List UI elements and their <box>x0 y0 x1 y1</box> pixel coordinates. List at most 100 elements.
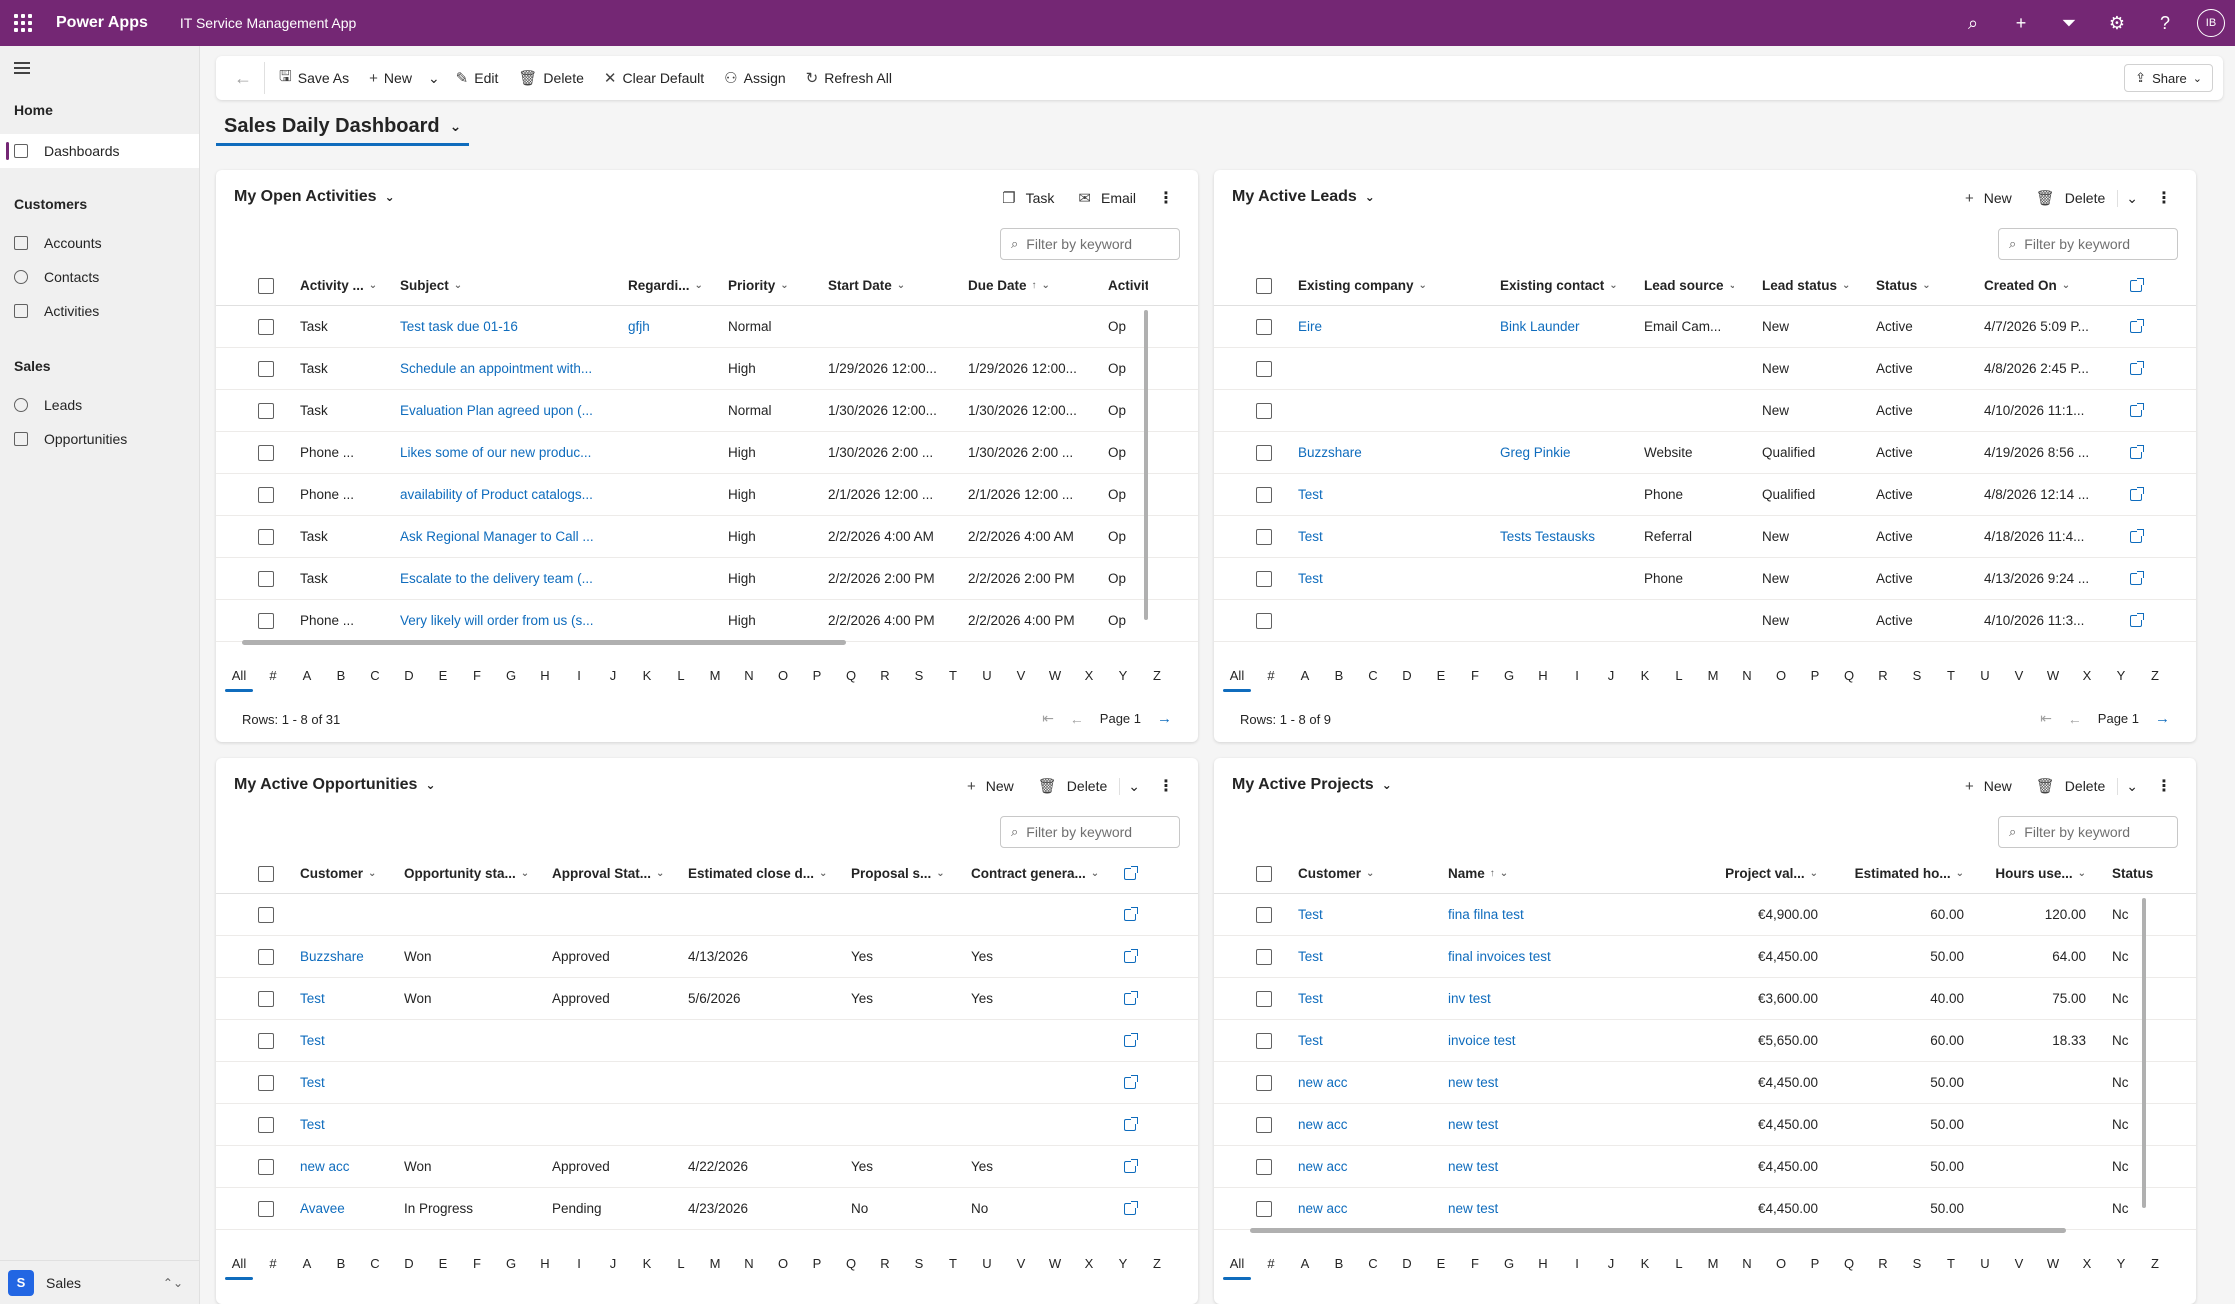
alphabet-letter[interactable]: J <box>609 1256 617 1271</box>
help-icon[interactable]: ? <box>2159 12 2170 33</box>
save-as-button[interactable]: 🖫 Save As <box>269 62 359 94</box>
alphabet-letter[interactable]: A <box>1300 668 1310 683</box>
table-row[interactable]: Task Escalate to the delivery team (... Hi… <box>216 558 1198 600</box>
alphabet-letter[interactable]: L <box>677 668 685 683</box>
alphabet-letter[interactable]: Z <box>2151 668 2159 683</box>
column-header[interactable]: Lead status ⌄ <box>1762 278 1851 293</box>
alphabet-letter[interactable]: D <box>404 668 414 683</box>
table-cell[interactable]: fina filna test <box>1448 907 1524 922</box>
select-all-checkbox[interactable] <box>258 266 274 305</box>
alphabet-letter[interactable]: O <box>1775 1256 1787 1271</box>
delete-button[interactable]: 🗑 Delete <box>2035 778 2106 795</box>
table-cell[interactable]: Test <box>1298 907 1323 922</box>
column-header[interactable]: Subject ⌄ <box>400 278 463 293</box>
alphabet-letter[interactable]: H <box>1538 668 1548 683</box>
row-checkbox[interactable] <box>258 894 274 935</box>
open-external-icon[interactable] <box>1124 894 1138 935</box>
alphabet-letter[interactable]: M <box>709 1256 721 1271</box>
assign-button[interactable]: ⚇ Assign <box>724 70 786 87</box>
table-cell[interactable]: Test <box>1298 991 1323 1006</box>
alphabet-letter[interactable]: L <box>1675 668 1683 683</box>
table-row[interactable]: Test <box>216 1062 1198 1104</box>
alphabet-letter[interactable]: E <box>1436 668 1446 683</box>
table-cell[interactable]: Evaluation Plan agreed upon (... <box>400 403 593 418</box>
first-page-icon[interactable]: ⇤ <box>1042 710 1054 726</box>
area-switcher[interactable]: S Sales ⌃⌄ <box>0 1260 199 1304</box>
column-header[interactable]: Activity <box>1108 278 1148 293</box>
open-external-icon[interactable] <box>1124 1062 1138 1103</box>
alphabet-letter[interactable]: V <box>2014 668 2024 683</box>
row-checkbox[interactable] <box>1256 936 1272 977</box>
task-button[interactable]: ❐ Task <box>1002 190 1055 207</box>
sidebar-item-dashboards[interactable]: Dashboards <box>0 134 199 168</box>
table-cell[interactable]: invoice test <box>1448 1033 1516 1048</box>
column-header[interactable]: Regardi... ⌄ <box>628 278 703 293</box>
alphabet-letter[interactable]: A <box>302 1256 312 1271</box>
alphabet-letter[interactable]: R <box>1878 1256 1888 1271</box>
alphabet-letter[interactable]: D <box>404 1256 414 1271</box>
alphabet-letter[interactable]: S <box>1912 1256 1922 1271</box>
alphabet-letter[interactable]: J <box>1607 1256 1615 1271</box>
row-checkbox[interactable] <box>258 348 274 389</box>
alphabet-letter[interactable]: K <box>1640 668 1650 683</box>
row-checkbox[interactable] <box>1256 474 1272 515</box>
clear-default-button[interactable]: ✕ Clear Default <box>603 70 705 87</box>
table-row[interactable]: Test Won Approved 5/6/2026 Yes Yes <box>216 978 1198 1020</box>
open-external-icon[interactable] <box>2130 390 2144 431</box>
refresh-all-button[interactable]: ↻ Refresh All <box>805 70 892 87</box>
panel-title[interactable]: My Active Projects ⌄ <box>1232 776 1392 793</box>
alphabet-letter[interactable]: C <box>370 1256 380 1271</box>
more-icon[interactable]: ⋮ <box>1158 190 1174 207</box>
more-icon[interactable]: ⋮ <box>1158 778 1174 795</box>
alphabet-letter[interactable]: W <box>1048 1256 1062 1271</box>
table-row[interactable]: new acc new test €4,450.00 50.00 Nc <box>1214 1062 2196 1104</box>
table-cell[interactable]: availability of Product catalogs... <box>400 487 593 502</box>
table-row[interactable]: Test <box>216 1104 1198 1146</box>
table-cell[interactable]: Bink Launder <box>1500 319 1580 334</box>
open-external-icon[interactable] <box>2130 516 2144 557</box>
alphabet-letter[interactable]: U <box>1980 1256 1990 1271</box>
alphabet-letter[interactable]: Y <box>2116 1256 2126 1271</box>
table-cell[interactable]: new acc <box>1298 1201 1348 1216</box>
table-row[interactable]: new acc new test €4,450.00 50.00 Nc <box>1214 1104 2196 1146</box>
table-cell[interactable]: Test <box>1298 1033 1323 1048</box>
column-header[interactable]: Activity ... ⌄ <box>300 278 378 293</box>
open-external-icon[interactable] <box>2130 306 2144 347</box>
table-cell[interactable]: Very likely will order from us (s... <box>400 613 594 628</box>
column-header[interactable]: Status ⌄ <box>1876 278 1931 293</box>
alphabet-letter[interactable]: All <box>1220 1248 1254 1280</box>
alphabet-letter[interactable]: N <box>744 1256 754 1271</box>
alphabet-letter[interactable]: O <box>777 668 789 683</box>
share-button[interactable]: ⇪ Share ⌄ <box>2124 64 2213 92</box>
row-checkbox[interactable] <box>258 936 274 977</box>
table-cell[interactable]: Likes some of our new produc... <box>400 445 592 460</box>
open-external-icon[interactable] <box>1124 978 1138 1019</box>
table-row[interactable]: Phone ... Likes some of our new produc...… <box>216 432 1198 474</box>
table-row[interactable]: Test fina filna test €4,900.00 60.00 120.00 N… <box>1214 894 2196 936</box>
row-checkbox[interactable] <box>1256 432 1272 473</box>
row-checkbox[interactable] <box>258 1146 274 1187</box>
column-header[interactable]: Priority ⌄ <box>728 278 789 293</box>
alphabet-letter[interactable]: G <box>505 668 517 683</box>
row-checkbox[interactable] <box>1256 1146 1272 1187</box>
alphabet-letter[interactable]: R <box>880 668 890 683</box>
row-checkbox[interactable] <box>1256 600 1272 641</box>
alphabet-letter[interactable]: B <box>336 668 346 683</box>
alphabet-letter[interactable]: V <box>2014 1256 2024 1271</box>
row-checkbox[interactable] <box>258 432 274 473</box>
table-cell[interactable]: gfjh <box>628 319 650 334</box>
brand-name[interactable]: Power Apps <box>56 14 148 31</box>
alphabet-letter[interactable]: W <box>2046 668 2060 683</box>
alphabet-letter[interactable]: Z <box>1153 1256 1161 1271</box>
row-checkbox[interactable] <box>258 1188 274 1229</box>
alphabet-letter[interactable]: I <box>577 1256 581 1271</box>
alphabet-letter[interactable]: L <box>1675 1256 1683 1271</box>
row-checkbox[interactable] <box>258 516 274 557</box>
table-cell[interactable]: Escalate to the delivery team (... <box>400 571 593 586</box>
alphabet-letter[interactable]: G <box>1503 668 1515 683</box>
column-header[interactable]: Customer ⌄ <box>300 866 377 881</box>
alphabet-letter[interactable]: M <box>709 668 721 683</box>
table-cell[interactable]: Test <box>300 1033 325 1048</box>
alphabet-letter[interactable]: M <box>1707 1256 1719 1271</box>
table-cell[interactable]: new acc <box>1298 1117 1348 1132</box>
